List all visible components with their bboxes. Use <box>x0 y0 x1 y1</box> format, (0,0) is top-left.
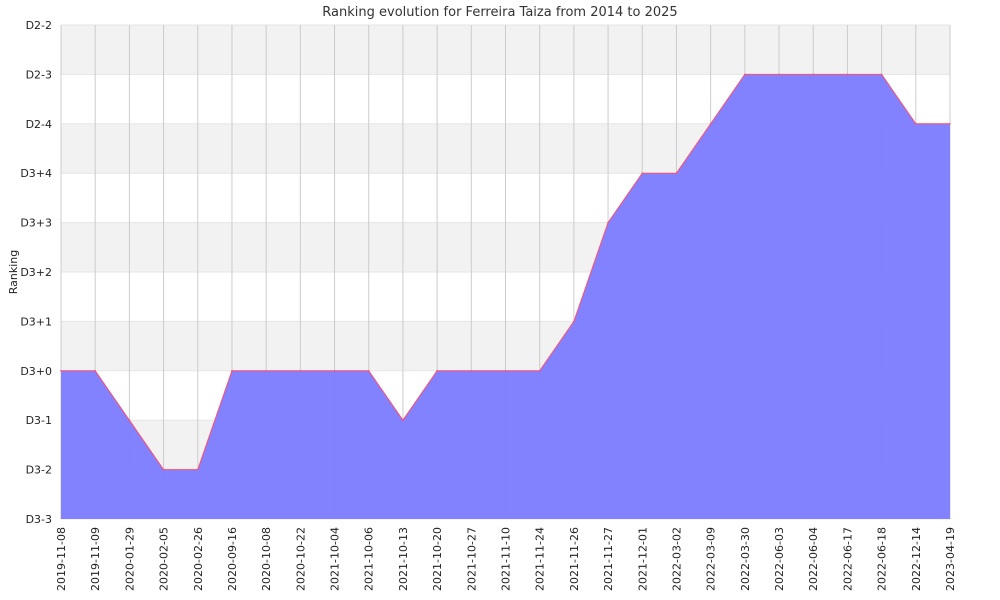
ranking-point <box>299 370 302 372</box>
x-tick-label: 2019-11-08 <box>55 527 68 591</box>
ranking-point <box>607 221 609 224</box>
ranking-point <box>915 123 917 125</box>
x-tick-label: 2022-03-09 <box>705 527 718 591</box>
ranking-point <box>504 370 507 372</box>
ranking-point <box>675 172 678 174</box>
x-tick-label: 2021-12-01 <box>636 527 649 591</box>
y-tick-label: D2-4 <box>26 118 52 131</box>
x-tick-label: 2019-11-09 <box>89 527 102 591</box>
ranking-point <box>812 73 815 76</box>
ranking-point <box>402 419 404 422</box>
y-tick-label: D3+0 <box>20 365 52 378</box>
y-tick-label: D2-3 <box>26 68 52 81</box>
ranking-point <box>60 370 62 372</box>
ranking-point <box>436 370 438 372</box>
ranking-point <box>949 123 951 125</box>
x-tick-label: 2021-11-10 <box>500 527 513 591</box>
x-tick-label: 2021-10-20 <box>431 527 444 591</box>
ranking-point <box>470 370 473 372</box>
ranking-point <box>709 123 712 125</box>
x-tick-label: 2022-06-03 <box>773 527 786 591</box>
y-axis-label: Ranking <box>7 250 20 295</box>
x-tick-label: 2022-03-30 <box>739 527 752 591</box>
ranking-point <box>265 370 267 372</box>
y-tick-label: D3-3 <box>26 513 52 526</box>
ranking-point <box>94 370 96 372</box>
ranking-point <box>367 370 370 372</box>
y-tick-label: D3+3 <box>20 217 52 230</box>
y-tick-label: D2-2 <box>26 19 52 32</box>
x-tick-label: 2020-01-29 <box>123 527 136 591</box>
ranking-point <box>880 73 883 76</box>
x-tick-label: 2021-11-26 <box>568 527 581 591</box>
x-tick-label: 2020-10-22 <box>294 527 307 591</box>
ranking-point <box>231 370 233 372</box>
x-tick-label: 2020-10-08 <box>260 527 273 591</box>
ranking-point <box>162 468 165 471</box>
x-tick-label: 2021-11-24 <box>534 527 547 591</box>
ranking-area <box>61 74 950 520</box>
ranking-point <box>744 73 746 76</box>
x-tick-label: 2021-10-06 <box>363 527 376 591</box>
ranking-point <box>778 73 780 76</box>
ranking-point <box>333 370 336 372</box>
x-tick-label: 2022-06-17 <box>841 527 854 591</box>
x-tick-label: 2020-02-05 <box>158 527 171 591</box>
y-tick-label: D3+4 <box>20 167 52 180</box>
ranking-point <box>573 320 575 323</box>
ranking-point <box>538 370 541 372</box>
y-tick-label: D3-2 <box>26 464 52 477</box>
y-axis-ticks: D3-3 D3-2 D3-1 D3+0 D3+1 D3+2 D3+3 D3+4 D2-4 D2-3… <box>20 19 52 526</box>
ranking-point <box>196 468 199 471</box>
x-axis-ticks: 2019-11-08 2019-11-09 2020-01-29 2020-02-05… <box>55 527 957 591</box>
x-tick-label: 2020-02-26 <box>192 527 205 591</box>
x-tick-label: 2022-06-18 <box>876 527 889 591</box>
x-tick-label: 2021-10-13 <box>397 527 410 591</box>
y-tick-label: D3+1 <box>20 315 52 328</box>
x-tick-label: 2022-12-14 <box>910 527 923 591</box>
x-tick-label: 2023-04-19 <box>944 527 957 591</box>
ranking-point <box>128 419 131 422</box>
x-tick-label: 2021-10-27 <box>465 527 478 591</box>
x-tick-label: 2021-11-27 <box>602 527 615 591</box>
x-tick-label: 2022-06-04 <box>807 527 820 591</box>
chart-title: Ranking evolution for Ferreira Taiza fro… <box>322 5 677 20</box>
y-tick-label: D3-1 <box>26 414 52 427</box>
area-layer <box>60 73 951 520</box>
x-tick-label: 2021-10-04 <box>329 527 342 591</box>
x-tick-label: 2020-09-16 <box>226 527 239 591</box>
ranking-point <box>641 172 644 174</box>
ranking-point <box>846 73 849 76</box>
x-tick-label: 2022-03-02 <box>670 527 683 591</box>
y-tick-label: D3+2 <box>20 266 52 279</box>
